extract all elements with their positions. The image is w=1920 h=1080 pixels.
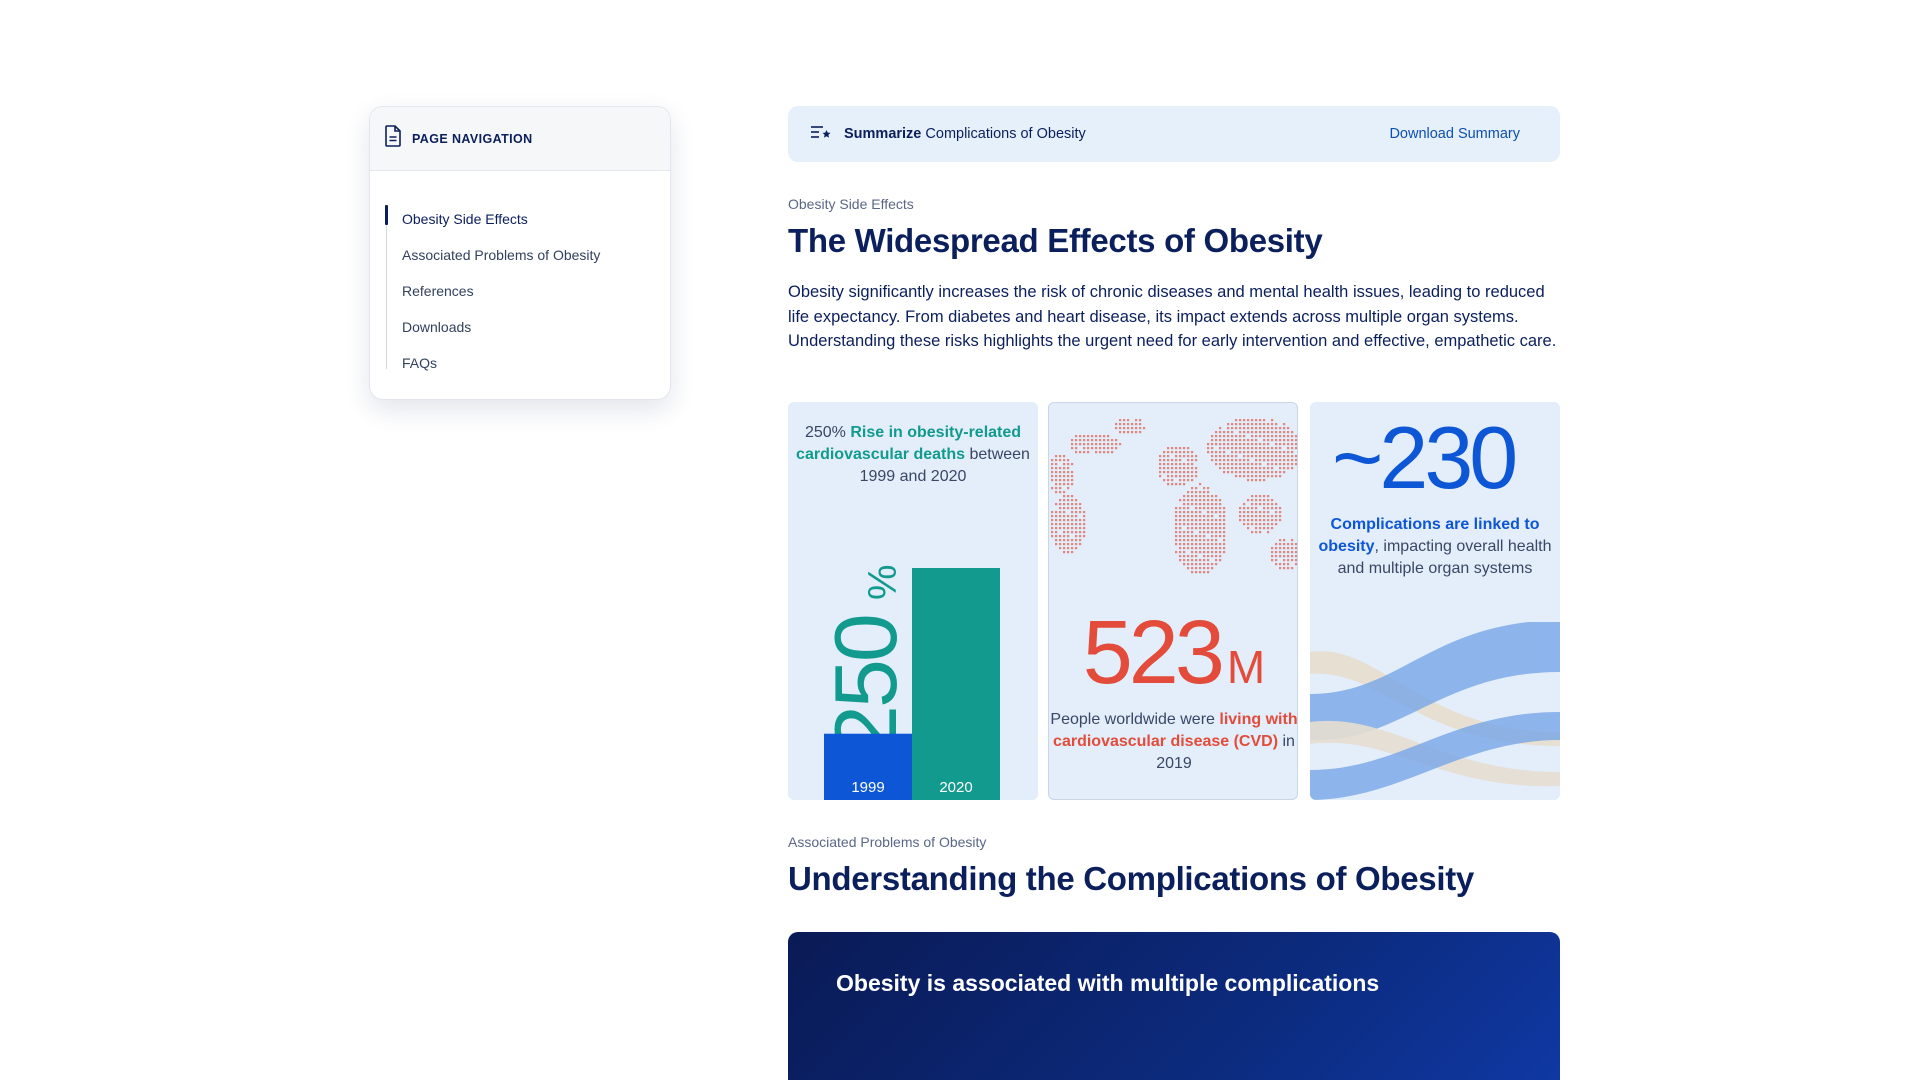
summary-bar: Summarize Complications of Obesity Downl… bbox=[788, 106, 1560, 162]
stat-card-caption: 250% Rise in obesity-related cardiovascu… bbox=[788, 422, 1038, 488]
caption-prefix: 250% bbox=[804, 424, 851, 441]
stat-cards: 250% Rise in obesity-related cardiovascu… bbox=[788, 402, 1560, 800]
bar-label-1999: 1999 bbox=[851, 779, 884, 796]
page-navigation-list: Obesity Side Effects Associated Problems… bbox=[370, 171, 670, 381]
page-navigation-header: PAGE NAVIGATION bbox=[370, 107, 670, 171]
big-percent-unit: % bbox=[861, 564, 905, 600]
stat-card-cvd-people: 523 M People worldwide were living with c… bbox=[1048, 402, 1298, 800]
caption-highlight: Rise in obesity-related cardiovascular d… bbox=[796, 424, 1022, 463]
page-navigation-title: PAGE NAVIGATION bbox=[412, 131, 533, 146]
complications-panel: Obesity is associated with multiple comp… bbox=[788, 932, 1560, 1080]
section-title: The Widespread Effects of Obesity bbox=[788, 222, 1323, 259]
document-icon bbox=[382, 124, 404, 153]
nav-active-indicator bbox=[385, 205, 388, 225]
world-map-dots-icon bbox=[1051, 419, 1297, 574]
stat-card-complications: ~230 Complications are linked to obesity… bbox=[1310, 402, 1560, 800]
section-paragraph: Obesity significantly increases the risk… bbox=[788, 283, 1557, 350]
summary-label-text: Complications of Obesity bbox=[921, 126, 1086, 142]
nav-item-downloads[interactable]: Downloads bbox=[402, 319, 472, 335]
caption-suffix: between 1999 and 2020 bbox=[859, 446, 1030, 485]
stat-card-cvd-deaths: 250% Rise in obesity-related cardiovascu… bbox=[788, 402, 1038, 800]
stat-card-caption: Complications are linked to obesity, imp… bbox=[1310, 514, 1560, 580]
section-eyebrow: Associated Problems of Obesity bbox=[788, 834, 987, 850]
summarize-icon bbox=[810, 124, 832, 145]
flowing-waves-icon bbox=[1310, 622, 1560, 800]
caption-prefix: People worldwide were bbox=[1050, 711, 1220, 728]
caption-highlight: Complications are linked to obesity bbox=[1318, 516, 1540, 555]
nav-item-faqs[interactable]: FAQs bbox=[402, 355, 438, 371]
caption-highlight: living with cardiovascular disease (CVD) bbox=[1053, 711, 1298, 750]
bar-2020 bbox=[912, 568, 1000, 800]
nav-item-obesity-side-effects[interactable]: Obesity Side Effects bbox=[402, 211, 528, 227]
page-navigation-card: PAGE NAVIGATION Obesity Side Effects Ass… bbox=[369, 106, 671, 400]
main-content: Summarize Complications of Obesity Downl… bbox=[788, 106, 1560, 1080]
stat-value-523m: 523 M bbox=[1049, 603, 1297, 703]
stat-value-230: ~230 bbox=[1332, 408, 1518, 507]
bar-1999 bbox=[824, 733, 912, 800]
caption-suffix: in 2019 bbox=[1156, 733, 1295, 772]
stat-number: 523 bbox=[1082, 603, 1225, 703]
big-percent-value: 250 bbox=[816, 616, 915, 754]
section-eyebrow: Obesity Side Effects bbox=[788, 196, 914, 212]
stat-unit: M bbox=[1226, 641, 1266, 693]
section-title: Understanding the Complications of Obesi… bbox=[788, 860, 1474, 897]
summary-label-bold: Summarize bbox=[844, 126, 922, 142]
summary-label: Summarize Complications of Obesity bbox=[844, 126, 1086, 142]
download-summary-link[interactable]: Download Summary bbox=[1389, 126, 1520, 142]
bar-group: 1999 2020 bbox=[824, 568, 1000, 800]
nav-rail bbox=[386, 205, 387, 369]
complications-panel-title: Obesity is associated with multiple comp… bbox=[836, 970, 1380, 996]
stat-card-caption: People worldwide were living with cardio… bbox=[1049, 709, 1298, 775]
caption-suffix: , impacting overall health and multiple … bbox=[1337, 538, 1552, 577]
nav-item-references[interactable]: References bbox=[402, 283, 474, 299]
bar-label-2020: 2020 bbox=[939, 779, 972, 796]
bar-chart: 250 % 1999 2020 bbox=[816, 564, 1000, 800]
nav-item-associated-problems[interactable]: Associated Problems of Obesity bbox=[402, 247, 601, 263]
